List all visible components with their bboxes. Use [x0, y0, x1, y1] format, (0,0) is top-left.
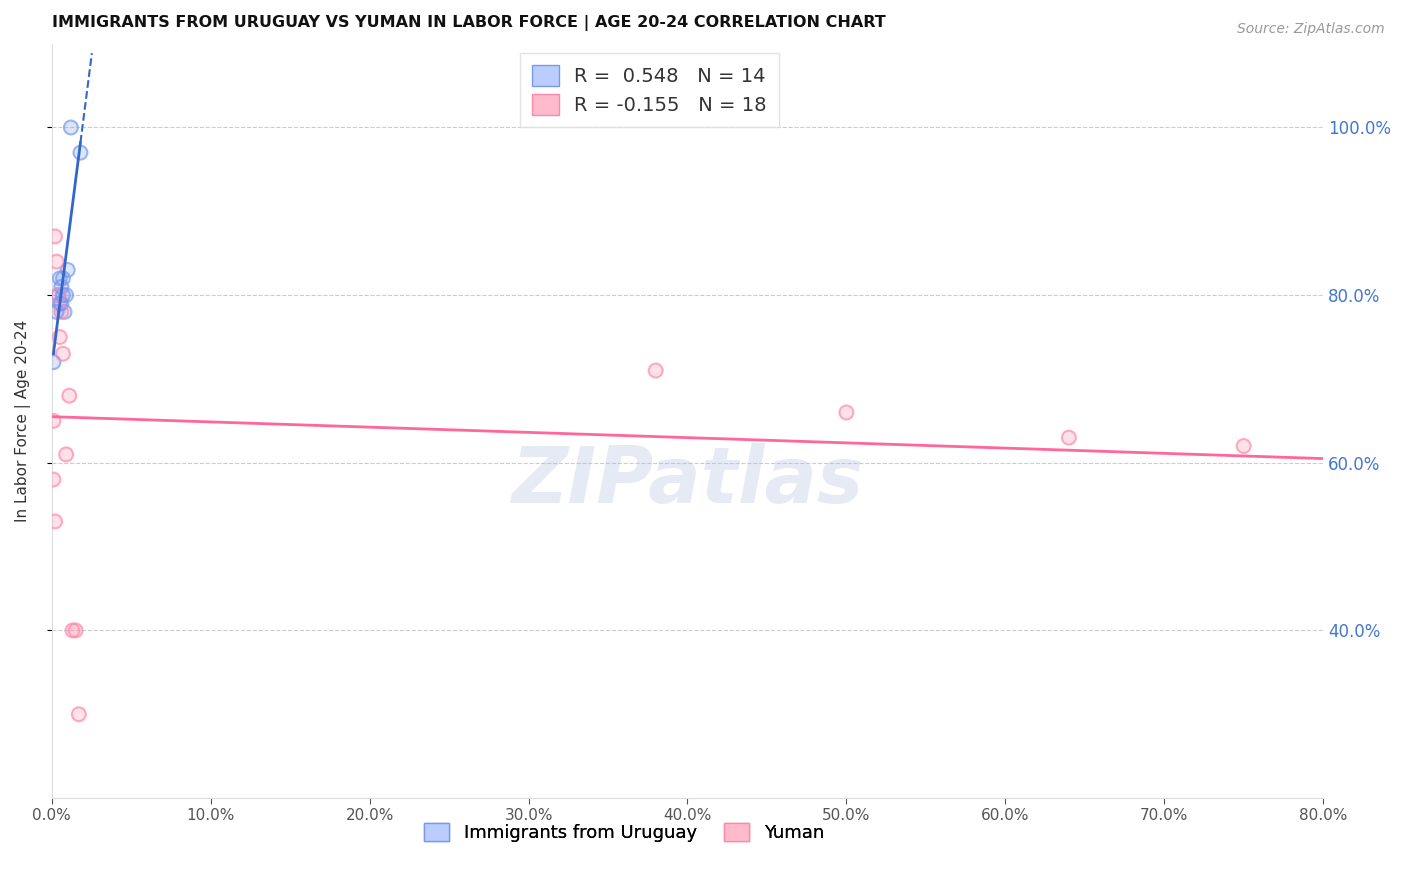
Point [51, 305, 73, 319]
Point [59, 120, 82, 135]
Point [644, 363, 666, 377]
Point [62, 624, 84, 638]
Point [67, 707, 90, 722]
Point [49, 296, 72, 310]
Y-axis label: In Labor Force | Age 20-24: In Labor Force | Age 20-24 [15, 319, 31, 522]
Point [69, 145, 91, 160]
Point [51, 296, 73, 310]
Point [49, 271, 72, 285]
Point [46, 288, 69, 302]
Point [45, 254, 67, 268]
Point [42, 414, 65, 428]
Text: Source: ZipAtlas.com: Source: ZipAtlas.com [1237, 22, 1385, 37]
Point [56, 263, 79, 277]
Point [58, 389, 80, 403]
Point [42, 355, 65, 369]
Point [58, 389, 80, 403]
Point [52, 288, 75, 302]
Point [45, 305, 67, 319]
Point [42, 473, 65, 487]
Legend: Immigrants from Uruguay, Yuman: Immigrants from Uruguay, Yuman [416, 816, 831, 849]
Point [52, 347, 75, 361]
Point [65, 624, 87, 638]
Point [835, 405, 858, 419]
Point [51, 279, 73, 293]
Point [1057, 431, 1080, 445]
Point [49, 271, 72, 285]
Point [51, 296, 73, 310]
Point [67, 707, 90, 722]
Point [53, 305, 76, 319]
Point [42, 355, 65, 369]
Point [52, 288, 75, 302]
Point [835, 405, 858, 419]
Point [42, 473, 65, 487]
Point [69, 145, 91, 160]
Point [53, 305, 76, 319]
Point [44, 515, 66, 529]
Point [62, 624, 84, 638]
Point [55, 447, 77, 461]
Point [52, 347, 75, 361]
Point [49, 330, 72, 344]
Point [644, 363, 666, 377]
Point [49, 330, 72, 344]
Point [52, 271, 75, 285]
Text: IMMIGRANTS FROM URUGUAY VS YUMAN IN LABOR FORCE | AGE 20-24 CORRELATION CHART: IMMIGRANTS FROM URUGUAY VS YUMAN IN LABO… [52, 15, 886, 31]
Point [1233, 439, 1256, 453]
Point [1057, 431, 1080, 445]
Point [59, 120, 82, 135]
Point [56, 263, 79, 277]
Point [55, 447, 77, 461]
Point [49, 296, 72, 310]
Point [44, 229, 66, 244]
Point [42, 414, 65, 428]
Point [51, 279, 73, 293]
Point [65, 624, 87, 638]
Point [46, 288, 69, 302]
Point [55, 288, 77, 302]
Point [44, 229, 66, 244]
Point [44, 515, 66, 529]
Point [45, 305, 67, 319]
Point [45, 254, 67, 268]
Point [55, 288, 77, 302]
Point [52, 271, 75, 285]
Point [51, 305, 73, 319]
Point [1233, 439, 1256, 453]
Point [46, 288, 69, 302]
Text: ZIPatlas: ZIPatlas [512, 443, 863, 519]
Point [46, 288, 69, 302]
